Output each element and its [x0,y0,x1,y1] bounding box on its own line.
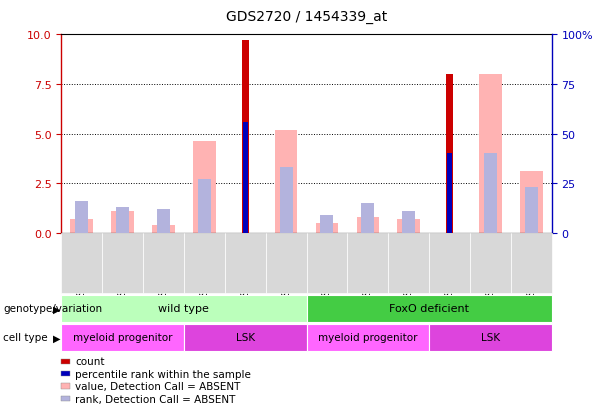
Text: myeloid progenitor: myeloid progenitor [318,332,417,343]
Bar [75,202,88,233]
Text: myeloid progenitor: myeloid progenitor [73,332,172,343]
Text: percentile rank within the sample: percentile rank within the sample [75,369,251,379]
Bar [397,219,420,233]
Bar [321,216,333,233]
Bar [361,204,375,233]
Text: rank, Detection Call = ABSENT: rank, Detection Call = ABSENT [75,394,236,404]
Bar [243,122,248,233]
Text: LSK: LSK [235,332,255,343]
Bar [280,168,292,233]
Text: cell type: cell type [3,332,48,343]
Text: GDS2720 / 1454339_at: GDS2720 / 1454339_at [226,10,387,24]
Bar [242,41,249,233]
Text: value, Detection Call = ABSENT: value, Detection Call = ABSENT [75,381,241,391]
Bar [116,208,129,233]
Bar [157,209,170,233]
Bar [447,154,452,233]
Bar [112,211,134,233]
Text: count: count [75,356,105,366]
Bar [402,211,415,233]
Bar [275,130,297,233]
Text: LSK: LSK [481,332,500,343]
Bar [316,223,338,233]
Bar [152,225,175,233]
Bar [198,180,211,233]
Bar [484,154,497,233]
Bar [193,142,216,233]
Bar [525,188,538,233]
Bar [357,218,379,233]
Text: FoxO deficient: FoxO deficient [389,304,469,314]
Bar [70,219,93,233]
Bar [446,75,453,233]
Text: ▶: ▶ [53,332,61,343]
Bar [520,172,543,233]
Bar [479,75,501,233]
Text: wild type: wild type [159,304,209,314]
Text: genotype/variation: genotype/variation [3,304,102,314]
Text: ▶: ▶ [53,304,61,314]
